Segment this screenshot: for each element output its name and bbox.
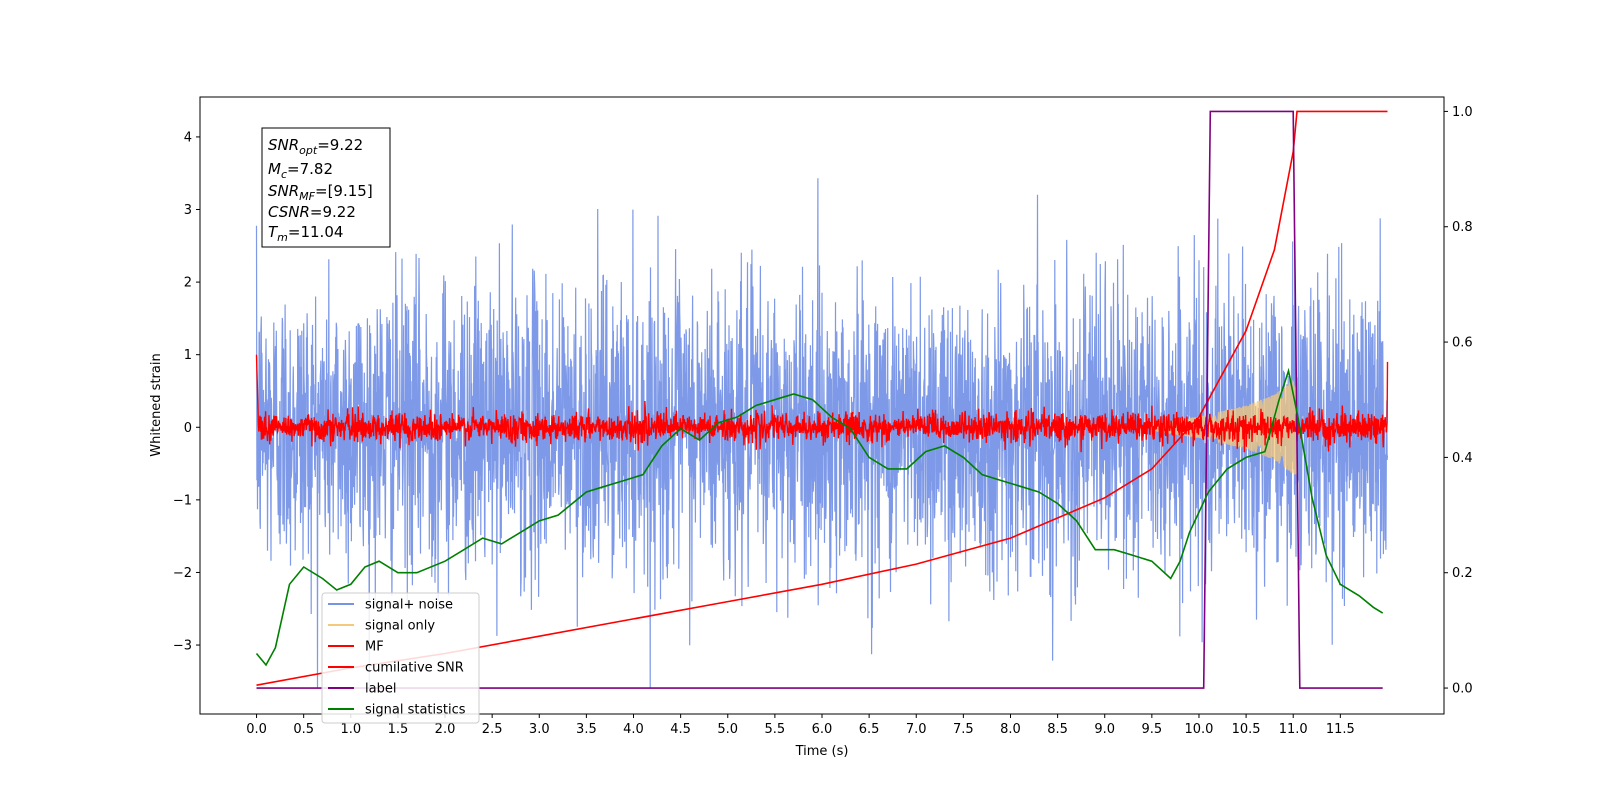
legend-items: signal+ noise signal only MF cumilative SNR…	[328, 598, 466, 718]
legend-label-mf: MF	[365, 640, 384, 655]
x-tick-label: 11.5	[1326, 722, 1355, 737]
x-tick-label: 4.5	[670, 722, 691, 737]
y-tick-label: −2	[173, 566, 192, 581]
x-tick-label: 3.5	[576, 722, 597, 737]
legend-label-signal-noise: signal+ noise	[365, 598, 453, 613]
legend-frame	[321, 592, 480, 724]
legend-label-signal-statistics: signal statistics	[365, 703, 466, 718]
x-tick-label: 1.5	[388, 722, 409, 737]
y-tick-label: 2	[184, 276, 192, 291]
y-tick-label: 4	[184, 130, 192, 145]
x-tick-label: 3.0	[529, 722, 550, 737]
x-tick-label: 9.0	[1094, 722, 1115, 737]
x-tick-label: 10.5	[1232, 722, 1261, 737]
legend-label-signal-only: signal only	[365, 619, 435, 634]
x-tick-label: 2.0	[435, 722, 456, 737]
x-axis: 0.0 0.5 1.0 1.5 2.0 2.5 3.0 3.5 4.0 4.5 5.0 5.5 6.0 6…	[246, 714, 1355, 737]
x-tick-label: 5.0	[717, 722, 738, 737]
x-tick-label: 1.0	[340, 722, 361, 737]
x-tick-label: 9.5	[1142, 722, 1163, 737]
y-tick-label: 0	[184, 421, 192, 436]
series-mf-line	[255, 354, 1389, 453]
stats-box-frame	[261, 127, 391, 248]
y2-tick-label: 0.6	[1452, 336, 1473, 351]
series-layer	[255, 110, 1389, 689]
legend-label-cumilative-snr: cumilative SNR	[365, 661, 464, 676]
x-tick-label: 6.5	[859, 722, 880, 737]
legend: signal+ noise signal only MF cumilative SNR…	[321, 592, 480, 724]
x-tick-label: 7.0	[906, 722, 927, 737]
series-label-line	[256, 110, 1383, 689]
y-tick-label: 1	[184, 348, 192, 363]
x-tick-label: 5.5	[765, 722, 786, 737]
y2-tick-label: 0.2	[1452, 566, 1473, 581]
y-tick-label: −3	[173, 639, 192, 654]
stat-snr-mf: SNRMF=[9.15]	[268, 182, 373, 203]
x-tick-label: 8.0	[1000, 722, 1021, 737]
stat-csnr: CSNR=9.22	[268, 203, 356, 221]
stat-tm: Tm=11.04	[268, 223, 343, 244]
y-tick-label: 3	[184, 203, 192, 218]
x-tick-label: 0.0	[246, 722, 267, 737]
y2-tick-label: 0.4	[1452, 451, 1473, 466]
y2-tick-label: 0.8	[1452, 220, 1473, 235]
stats-box: SNRopt=9.22 Mc=7.82 SNRMF=[9.15] CSNR=9.…	[261, 127, 391, 248]
series-signal-only-line	[1151, 380, 1298, 475]
x-tick-label: 4.0	[623, 722, 644, 737]
stat-mc: Mc=7.82	[268, 160, 333, 181]
x-tick-label: 2.5	[482, 722, 503, 737]
y-axis-left: −3 −2 −1 0 1 2 3 4	[173, 130, 200, 654]
x-tick-label: 8.5	[1047, 722, 1068, 737]
x-tick-label: 10.0	[1184, 722, 1213, 737]
series-signal-noise-line	[255, 178, 1389, 689]
stat-snr-opt: SNRopt=9.22	[268, 136, 363, 157]
y-axis-label: Whitened strain	[149, 353, 164, 456]
x-tick-label: 11.0	[1279, 722, 1308, 737]
y2-tick-label: 0.0	[1452, 682, 1473, 697]
series-cumilative-snr-line	[256, 110, 1388, 686]
legend-label-label: label	[365, 682, 396, 697]
x-tick-label: 7.5	[953, 722, 974, 737]
y2-tick-label: 1.0	[1452, 105, 1473, 120]
y-axis-right: 0.0 0.2 0.4 0.6 0.8 1.0	[1444, 105, 1473, 697]
x-tick-label: 6.0	[812, 722, 833, 737]
series-signal-statistics-line	[255, 367, 1384, 667]
x-tick-label: 0.5	[293, 722, 314, 737]
x-axis-label: Time (s)	[795, 744, 849, 759]
y-tick-label: −1	[173, 493, 192, 508]
